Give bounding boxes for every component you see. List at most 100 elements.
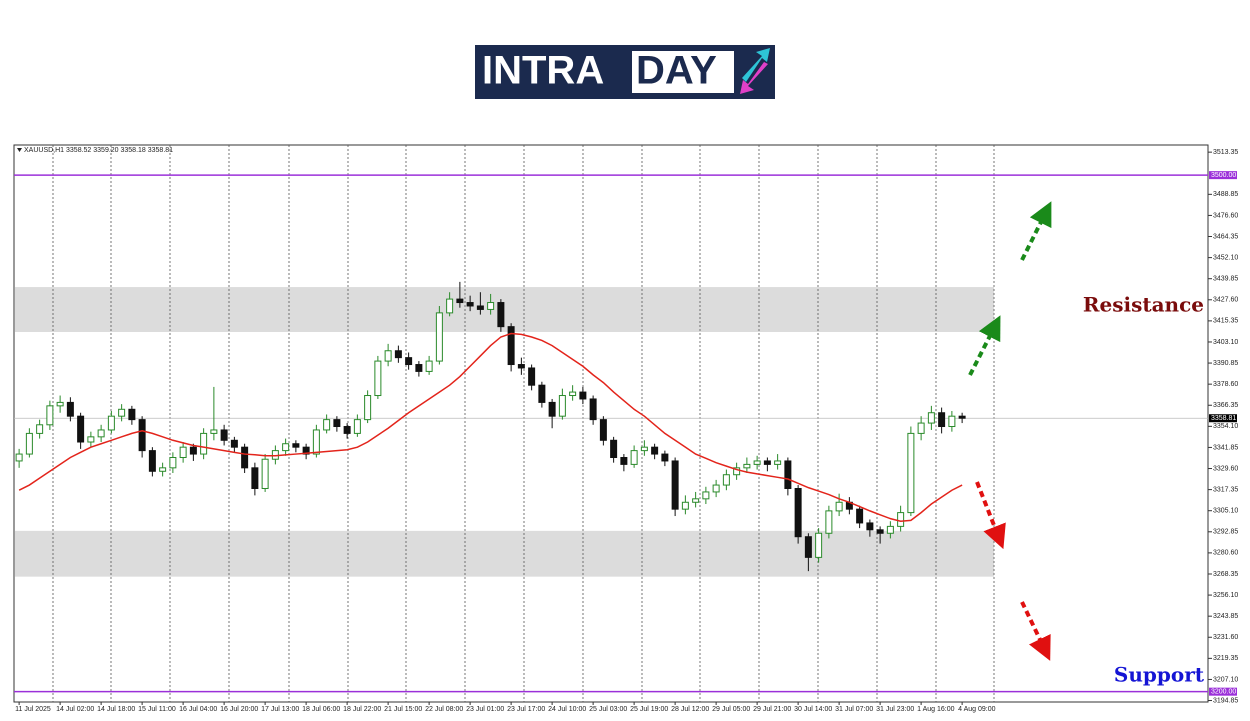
candle-body [548,401,556,417]
candle-body [364,395,372,421]
annotation: Resistance [1083,293,1204,317]
candle-body [579,391,587,400]
candle-body [456,298,464,304]
y-tick-label: 3317.35 [1213,486,1238,493]
candle-body [517,364,525,369]
y-tick-label: 3488.85 [1213,191,1238,198]
candle-body [733,467,741,476]
y-tick-label: 3194.85 [1213,697,1238,704]
price-tag-label: 3358.81 [1211,415,1236,422]
arrow-down [1020,601,1051,661]
x-tick-label: 14 Jul 02:00 [56,706,94,713]
y-tick-label: 3207.10 [1213,676,1238,683]
candle-body [702,491,710,500]
y-tick-label: 3219.35 [1213,655,1238,662]
logo-text: INTRA [482,49,604,93]
candle-body [599,419,607,441]
candle-body [169,457,177,469]
logo-arrow [742,48,770,82]
candle-body [179,446,187,459]
candle-body [815,532,823,558]
arrow-down [975,481,1006,550]
y-tick-label: 3415.35 [1213,318,1238,325]
y-tick-label: 3292.85 [1213,529,1238,536]
x-tick-label: 25 Jul 03:00 [589,706,627,713]
candle-body [466,302,474,307]
candle-body [558,395,566,417]
y-tick-label: 3427.60 [1213,297,1238,304]
candle-body [774,460,782,465]
candle-body [25,432,33,455]
candle-body [66,401,74,417]
annotation: Support [1114,663,1205,687]
price-tag [1209,414,1237,423]
candle-body [671,460,679,510]
y-tick-label: 3439.85 [1213,276,1238,283]
plot: 3513.35 3488.85 3476.60 3464.35 3452.10 3439.… [13,144,1238,713]
candle-body [640,446,648,452]
candle-body [784,460,792,489]
x-tick-label: 30 Jul 14:00 [794,706,832,713]
y-tick-label: 3464.35 [1213,233,1238,240]
candle-body [343,426,351,434]
candle-body [353,419,361,434]
candle-body [497,302,505,328]
candle-body [435,312,443,362]
candle-body [661,453,669,462]
candle-body [866,522,874,531]
candle-body [446,298,454,314]
y-tick-label: 3256.10 [1213,592,1238,599]
y-tick-label: 3243.85 [1213,613,1238,620]
y-tick-label: 3513.35 [1213,149,1238,156]
y-tick-label: 3366.35 [1213,402,1238,409]
x-tick-label: 28 Jul 12:00 [671,706,709,713]
x-tick-label: 15 Jul 11:00 [138,706,176,713]
y-tick-label: 3390.85 [1213,360,1238,367]
candle-body [958,415,966,419]
x-tick-label: 25 Jul 19:00 [630,706,668,713]
candle-body [241,446,249,469]
logo-arrow [740,62,768,94]
level-label: 3200.00 [1211,689,1236,696]
candle-body [77,415,85,443]
candle-body [630,450,638,465]
x-tick-label: 1 Aug 16:00 [917,706,954,713]
y-tick-label: 3452.10 [1213,254,1238,261]
candle-body [569,391,577,397]
candle-body [97,429,105,438]
arrows [968,201,1052,661]
candle-body [210,429,218,434]
level-tag [1209,171,1237,180]
x-tick-label: 17 Jul 13:00 [261,706,299,713]
candle-body [107,415,115,431]
candle-body [394,350,402,359]
level-label: 3500.00 [1211,172,1236,179]
candle-body [917,422,925,434]
y-tick-label: 3354.10 [1213,423,1238,430]
y-tick-label: 3378.60 [1213,381,1238,388]
candle-body [476,305,484,310]
candle-body [528,367,536,386]
x-tick-label: 21 Jul 15:00 [384,706,422,713]
candle-body [794,487,802,538]
plot-frame [13,144,1209,703]
candle-body [384,350,392,362]
candle-body [374,360,382,397]
y-tick-label: 3403.10 [1213,339,1238,346]
logo-box [632,51,734,93]
candle-body [763,460,771,465]
x-tick-label: 11 Jul 2025 [15,706,51,713]
logo: INTRA DAY [475,45,775,99]
candle-body [200,432,208,455]
zone [15,530,994,577]
candle-body [589,398,597,421]
x-tick-label: 14 Jul 18:00 [97,706,135,713]
candle-body [876,529,884,534]
level-tag [1209,687,1237,696]
candle-body [948,415,956,428]
y-tick-label: 3305.10 [1213,508,1238,515]
candle-body [56,401,64,407]
candle-body [87,436,95,443]
x-tick-label: 23 Jul 17:00 [507,706,545,713]
